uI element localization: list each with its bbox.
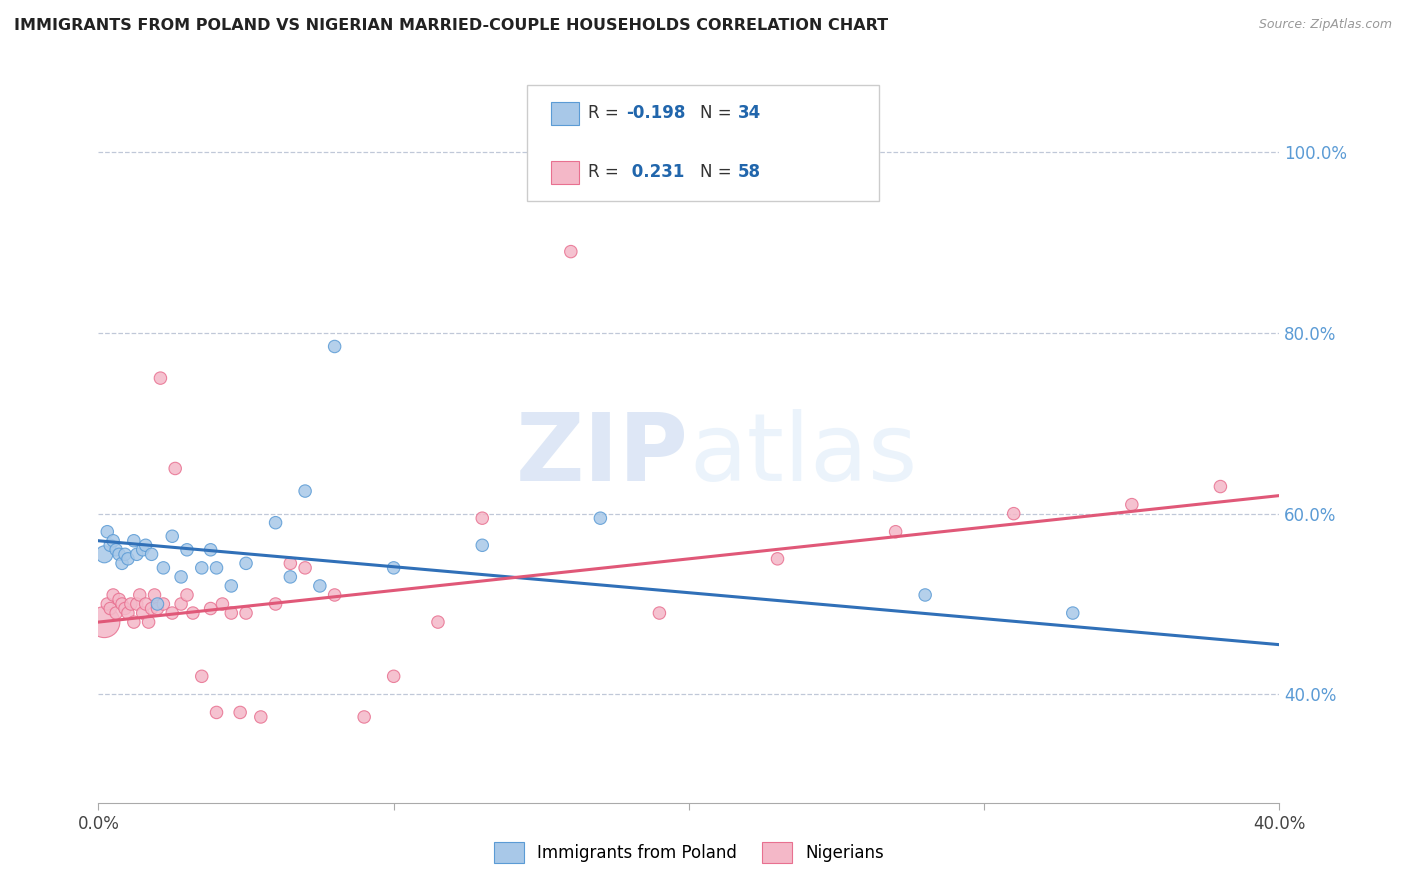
Point (162, 606, 183, 620)
Text: N =: N = (700, 104, 737, 122)
Point (648, 606, 671, 620)
Point (152, 561, 174, 575)
Point (323, 588, 346, 602)
Point (235, 557, 257, 571)
Point (294, 484, 316, 499)
Point (98, 538, 121, 552)
Text: R =: R = (588, 104, 624, 122)
Point (211, 597, 233, 611)
Point (117, 606, 139, 620)
Point (309, 579, 332, 593)
Point (176, 588, 198, 602)
Point (219, 606, 242, 620)
Text: R =: R = (588, 163, 624, 181)
Point (103, 533, 125, 548)
Text: 58: 58 (738, 163, 761, 181)
Point (1121, 498, 1143, 512)
Point (382, 669, 405, 683)
Point (105, 606, 128, 620)
Point (132, 606, 155, 620)
Point (120, 597, 142, 611)
Point (93, 547, 115, 561)
Point (471, 538, 494, 552)
Text: -0.198: -0.198 (626, 104, 685, 122)
Point (96, 524, 118, 539)
Point (141, 601, 163, 615)
Point (93, 615, 115, 629)
Point (170, 570, 193, 584)
Point (205, 706, 228, 720)
Point (589, 511, 612, 525)
Text: ZIP: ZIP (516, 409, 689, 501)
Point (1209, 479, 1232, 493)
Point (105, 542, 128, 557)
Point (471, 511, 494, 525)
Point (111, 597, 134, 611)
Point (353, 710, 375, 724)
Point (146, 601, 169, 615)
Point (219, 579, 242, 593)
Point (766, 551, 789, 566)
Point (191, 669, 214, 683)
Point (1002, 507, 1025, 521)
Point (278, 557, 302, 571)
Point (146, 597, 169, 611)
Point (264, 597, 287, 611)
Point (138, 615, 160, 629)
Point (181, 606, 204, 620)
Point (135, 597, 157, 611)
Point (294, 561, 316, 575)
Point (103, 588, 125, 602)
Point (143, 588, 166, 602)
Point (132, 542, 155, 557)
Point (264, 516, 287, 530)
Point (125, 547, 148, 561)
Point (96, 597, 118, 611)
Point (205, 561, 228, 575)
Point (128, 588, 150, 602)
Text: 34: 34 (738, 104, 762, 122)
Point (250, 710, 273, 724)
Point (111, 557, 134, 571)
Point (165, 461, 187, 475)
Text: Source: ZipAtlas.com: Source: ZipAtlas.com (1258, 18, 1392, 31)
Point (200, 542, 222, 557)
Point (122, 533, 145, 548)
Point (427, 615, 450, 629)
Point (114, 601, 136, 615)
Text: N =: N = (700, 163, 737, 181)
Point (141, 547, 163, 561)
Point (149, 371, 172, 385)
Legend: Immigrants from Poland, Nigerians: Immigrants from Poland, Nigerians (485, 834, 893, 871)
Point (235, 606, 257, 620)
Point (135, 538, 157, 552)
Text: IMMIGRANTS FROM POLAND VS NIGERIAN MARRIED-COUPLE HOUSEHOLDS CORRELATION CHART: IMMIGRANTS FROM POLAND VS NIGERIAN MARRI… (14, 18, 889, 33)
Text: 0.231: 0.231 (626, 163, 685, 181)
Point (125, 597, 148, 611)
Point (176, 542, 198, 557)
Point (200, 601, 222, 615)
Text: atlas: atlas (689, 409, 917, 501)
Point (323, 339, 346, 353)
Point (1062, 606, 1084, 620)
Point (98, 601, 121, 615)
Point (560, 244, 582, 259)
Point (884, 524, 907, 539)
Point (114, 547, 136, 561)
Point (108, 592, 131, 607)
Point (278, 570, 302, 584)
Point (108, 547, 131, 561)
Point (162, 529, 183, 543)
Point (170, 597, 193, 611)
Point (382, 561, 405, 575)
Point (122, 615, 145, 629)
Point (229, 706, 252, 720)
Point (152, 597, 174, 611)
Point (191, 561, 214, 575)
Point (117, 551, 139, 566)
Point (914, 588, 936, 602)
